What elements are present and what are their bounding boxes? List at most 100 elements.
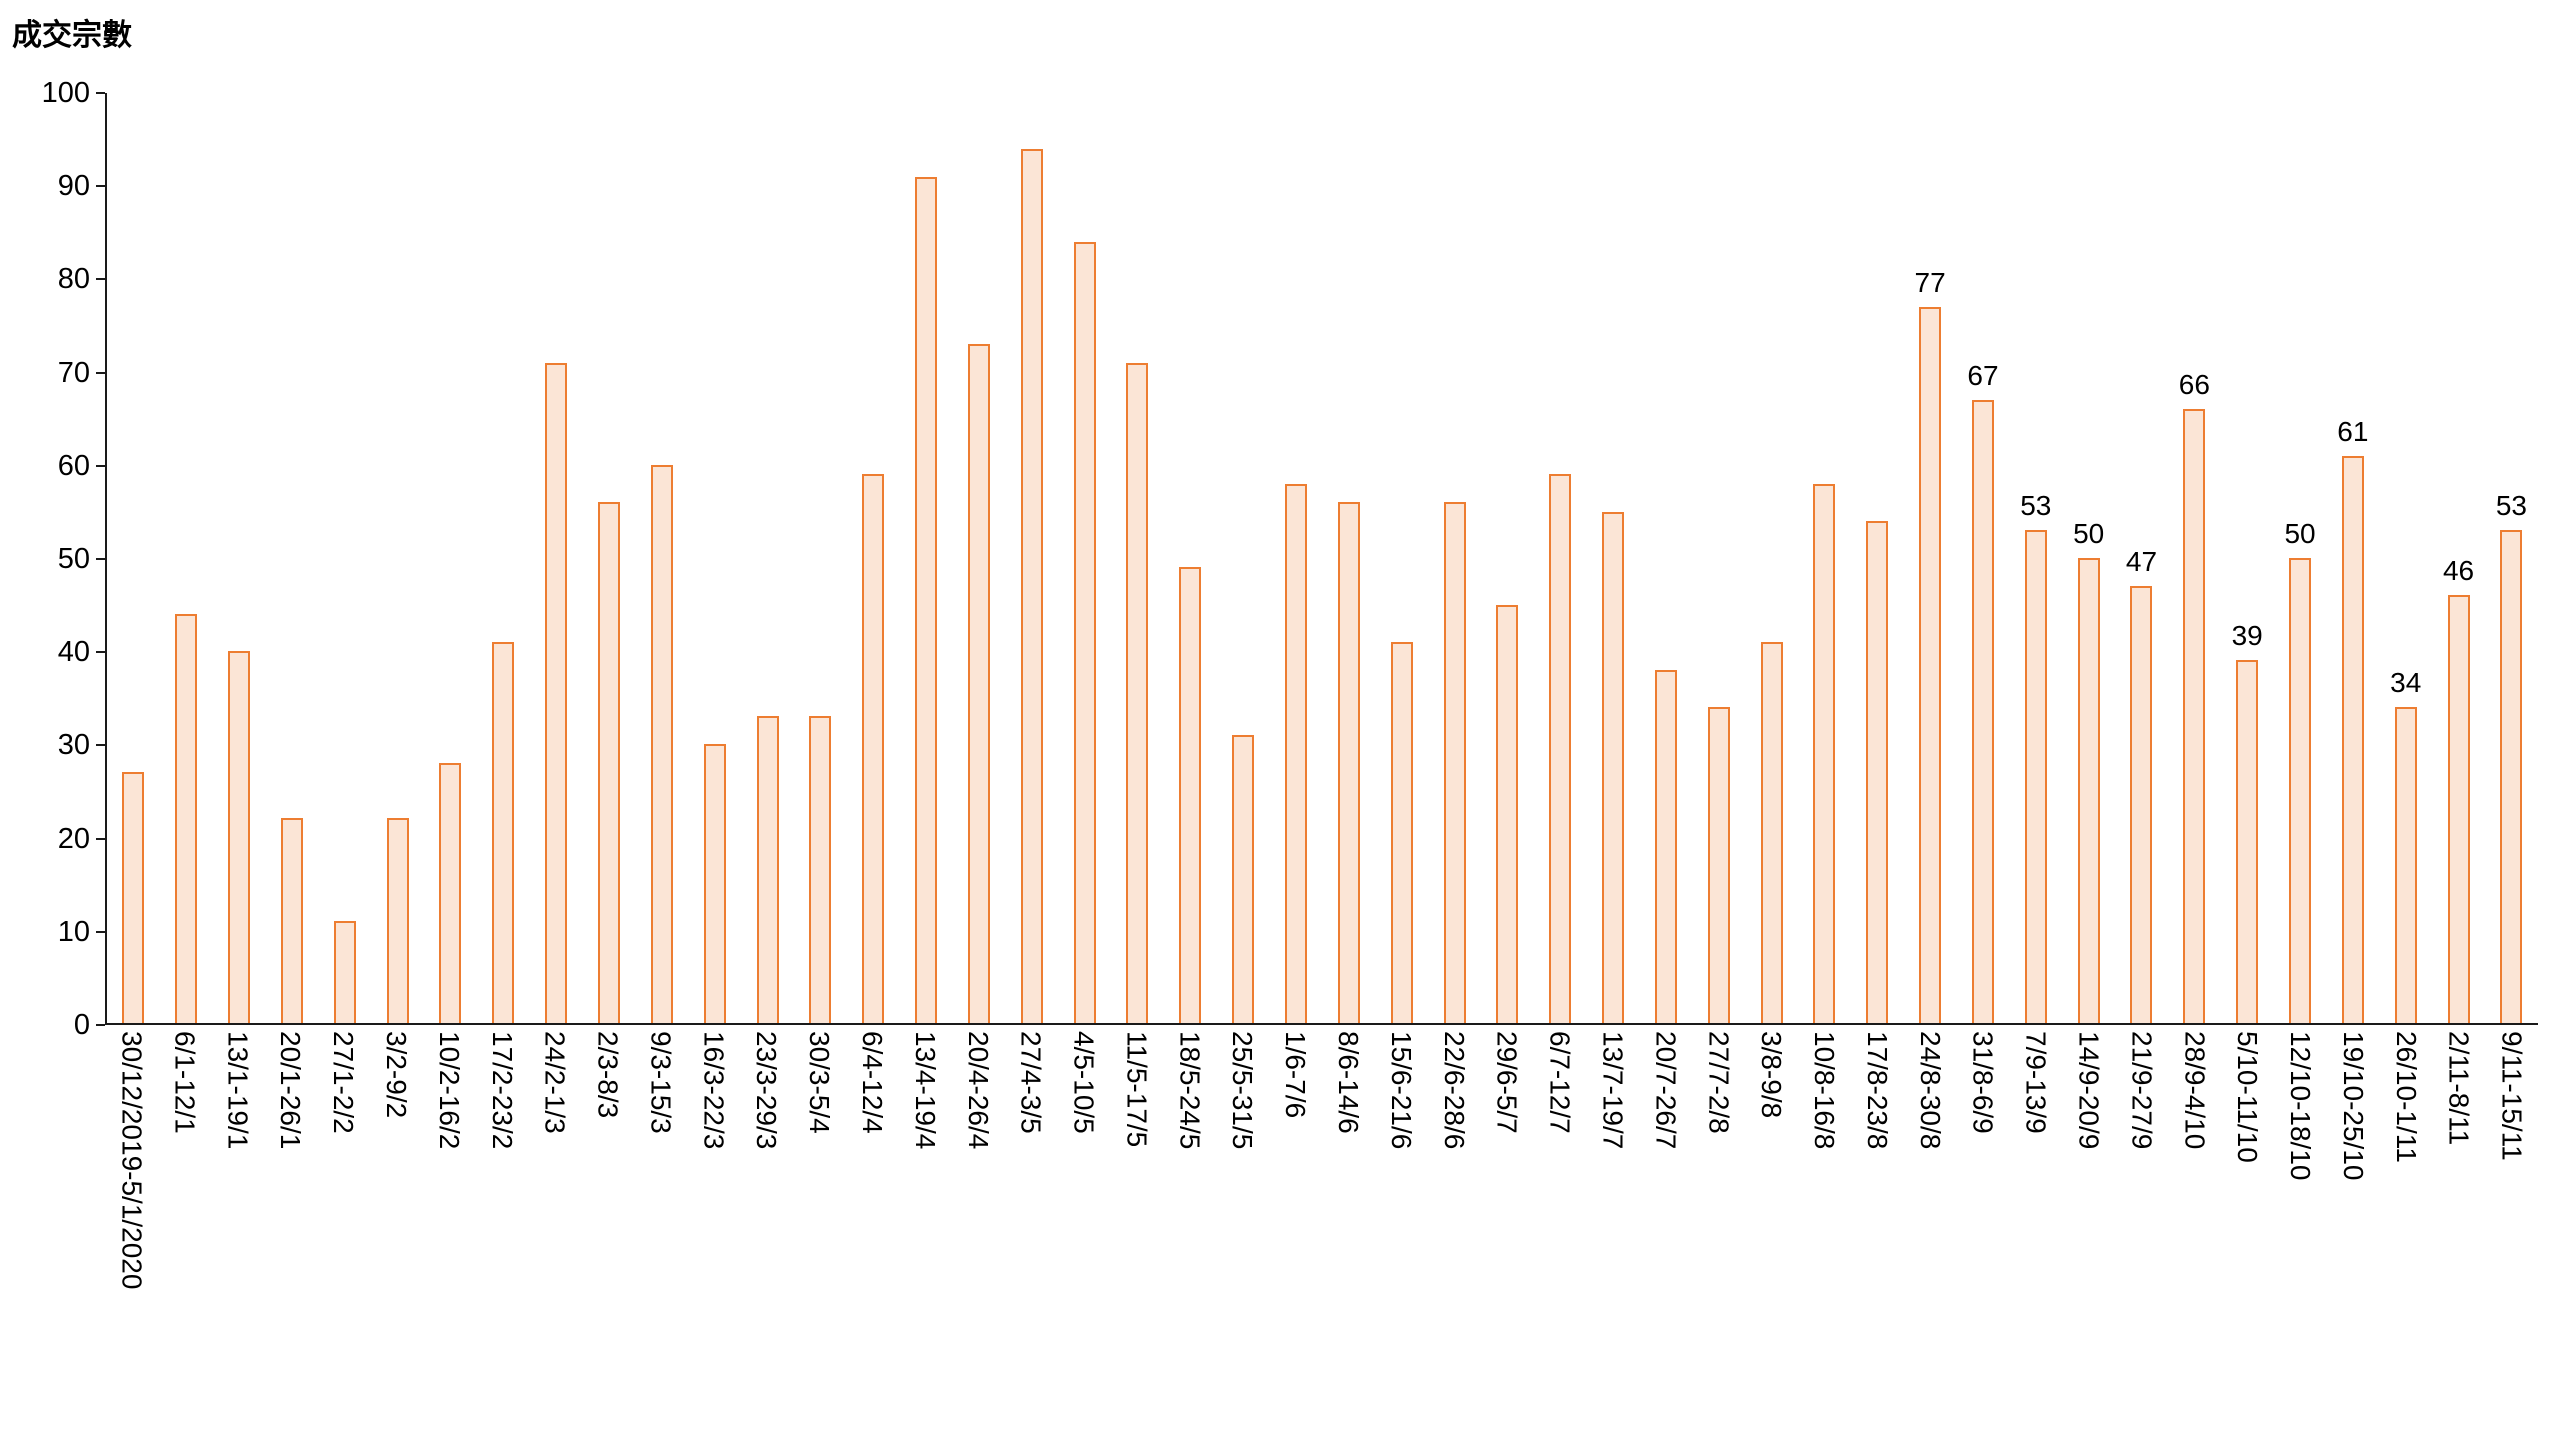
x-label-slot: 11/5-17/5 [1110, 1031, 1163, 1147]
bar-slot [424, 93, 477, 1023]
x-axis-tick-label: 20/1-26/1 [275, 1031, 307, 1150]
bar-slot [1005, 93, 1058, 1023]
bar-data-label: 77 [1914, 266, 1946, 298]
bar-data-label: 50 [2284, 518, 2316, 549]
x-label-slot: 18/5-24/5 [1163, 1031, 1216, 1149]
bar-slot [1058, 93, 1111, 1023]
bar-slot: 50 [2274, 93, 2327, 1023]
bar-slot [953, 93, 1006, 1023]
bar [1232, 734, 1255, 1023]
bar-data-label: 46 [2442, 555, 2475, 587]
x-label-slot: 19/10-25/10 [2326, 1031, 2379, 1180]
x-label-slot: 6/4-12/4 [845, 1031, 898, 1134]
bar [545, 362, 568, 1023]
bar-slot: 53 [2485, 93, 2538, 1023]
x-label-slot: 20/1-26/1 [264, 1031, 317, 1149]
bars-container: 77 67 53 50 47 66 39 50 61 34 46 53 [107, 93, 2538, 1023]
bar [439, 762, 462, 1023]
x-axis-tick-label: 6/4-12/4 [857, 1031, 888, 1134]
y-axis-tick-label: 10 [57, 915, 90, 948]
x-label-slot: 16/3-22/3 [687, 1031, 740, 1149]
x-label-slot: 25/5-31/5 [1216, 1031, 1269, 1149]
x-label-slot: 6/1-12/1 [158, 1031, 211, 1134]
bar-slot [1428, 93, 1481, 1023]
x-axis-tick-label: 7/9-13/9 [2020, 1031, 2052, 1134]
y-axis-tick-label: 70 [57, 356, 90, 389]
x-label-slot: 6/7-12/7 [1533, 1031, 1586, 1134]
bar-data-label: 39 [2231, 620, 2263, 652]
y-axis-tick-label: 0 [73, 1009, 90, 1041]
x-axis-tick-label: 16/3-22/3 [698, 1031, 730, 1150]
x-axis-tick-label: 5/10-11/10 [2232, 1031, 2264, 1163]
x-axis-tick-label: 24/2-1/3 [539, 1031, 571, 1134]
bar [1602, 511, 1625, 1023]
bar-slot [1851, 93, 1904, 1023]
x-label-slot: 3/2-9/2 [369, 1031, 422, 1118]
bar [492, 641, 515, 1023]
x-axis-tick-label: 31/8-6/9 [1967, 1031, 1999, 1134]
bar-slot [688, 93, 741, 1023]
bar [2024, 530, 2047, 1023]
bar [1126, 362, 1149, 1023]
x-axis-tick-label: 20/4-26/4 [962, 1031, 994, 1150]
y-axis-tick [96, 651, 105, 654]
bar [1549, 474, 1572, 1023]
x-label-slot: 24/8-30/8 [1903, 1031, 1956, 1149]
x-axis-tick-label: 14/9-20/9 [2073, 1031, 2105, 1150]
x-axis-labels: 30/12/2019-5/1/2020 6/1-12/1 13/1-19/1 20/1… [105, 1031, 2538, 1289]
bar [1390, 641, 1413, 1023]
y-axis-tick-label: 90 [57, 170, 90, 203]
y-axis-tick [96, 371, 105, 374]
bar [2130, 585, 2153, 1023]
y-axis-title: 成交宗數 [12, 19, 132, 52]
bar-slot [635, 93, 688, 1023]
bar-slot: 66 [2168, 93, 2221, 1023]
x-axis-tick-label: 21/9-27/9 [2126, 1031, 2158, 1150]
y-axis-tick-label: 60 [57, 449, 90, 482]
bar-slot [1164, 93, 1217, 1023]
x-label-slot: 3/8-9/8 [1745, 1031, 1798, 1118]
bar-slot [1322, 93, 1375, 1023]
x-axis-tick-label: 22/6-28/6 [1438, 1031, 1470, 1150]
y-axis-tick-label: 30 [57, 729, 90, 762]
x-axis-tick-label: 1/6-7/6 [1280, 1031, 1312, 1119]
x-label-slot: 9/3-15/3 [634, 1031, 687, 1134]
x-label-slot: 17/2-23/2 [475, 1031, 528, 1149]
x-label-slot: 15/6-21/6 [1374, 1031, 1427, 1149]
bar-slot [371, 93, 424, 1023]
x-axis-tick-label: 27/7-2/8 [1703, 1031, 1735, 1134]
x-axis-tick-label: 3/2-9/2 [380, 1031, 412, 1119]
x-axis-tick-label: 17/2-23/2 [486, 1031, 518, 1150]
bar [1020, 148, 1043, 1023]
bar-slot [107, 93, 160, 1023]
bar [280, 818, 303, 1023]
x-axis-tick-label: 13/7-19/7 [1597, 1031, 1629, 1150]
x-label-slot: 2/11-8/11 [2432, 1031, 2485, 1145]
bar [862, 474, 885, 1023]
x-axis-tick-label: 26/10-1/11 [2390, 1031, 2422, 1163]
x-axis-tick-label: 8/6-14/6 [1333, 1031, 1365, 1134]
bar-slot: 77 [1904, 93, 1957, 1023]
bar [1813, 483, 1836, 1023]
bar-slot [1375, 93, 1428, 1023]
x-label-slot: 9/11-15/11 [2485, 1031, 2538, 1161]
x-axis-tick-label: 17/8-23/8 [1861, 1031, 1893, 1150]
bar-slot [1639, 93, 1692, 1023]
y-axis-tick-label: 50 [57, 543, 90, 575]
y-axis-tick-label: 80 [57, 263, 90, 296]
x-axis-tick-label: 23/3-29/3 [751, 1031, 783, 1150]
bar [333, 920, 356, 1023]
x-label-slot: 12/10-18/10 [2274, 1031, 2327, 1180]
x-axis-tick-label: 10/2-16/2 [433, 1031, 465, 1150]
bar [1919, 306, 1942, 1023]
x-axis-tick-label: 30/3-5/4 [804, 1031, 836, 1134]
x-axis-tick-label: 19/10-25/10 [2337, 1031, 2369, 1181]
x-label-slot: 17/8-23/8 [1850, 1031, 1903, 1149]
bar-data-label: 67 [1967, 359, 1999, 391]
x-axis-tick-label: 30/12/2019-5/1/2020 [116, 1031, 148, 1290]
bar-data-label: 53 [2020, 490, 2052, 522]
bar [915, 176, 938, 1023]
bar [1496, 604, 1519, 1023]
x-axis-tick-label: 9/11-15/11 [2496, 1031, 2528, 1161]
bar-data-label: 53 [2495, 490, 2527, 522]
